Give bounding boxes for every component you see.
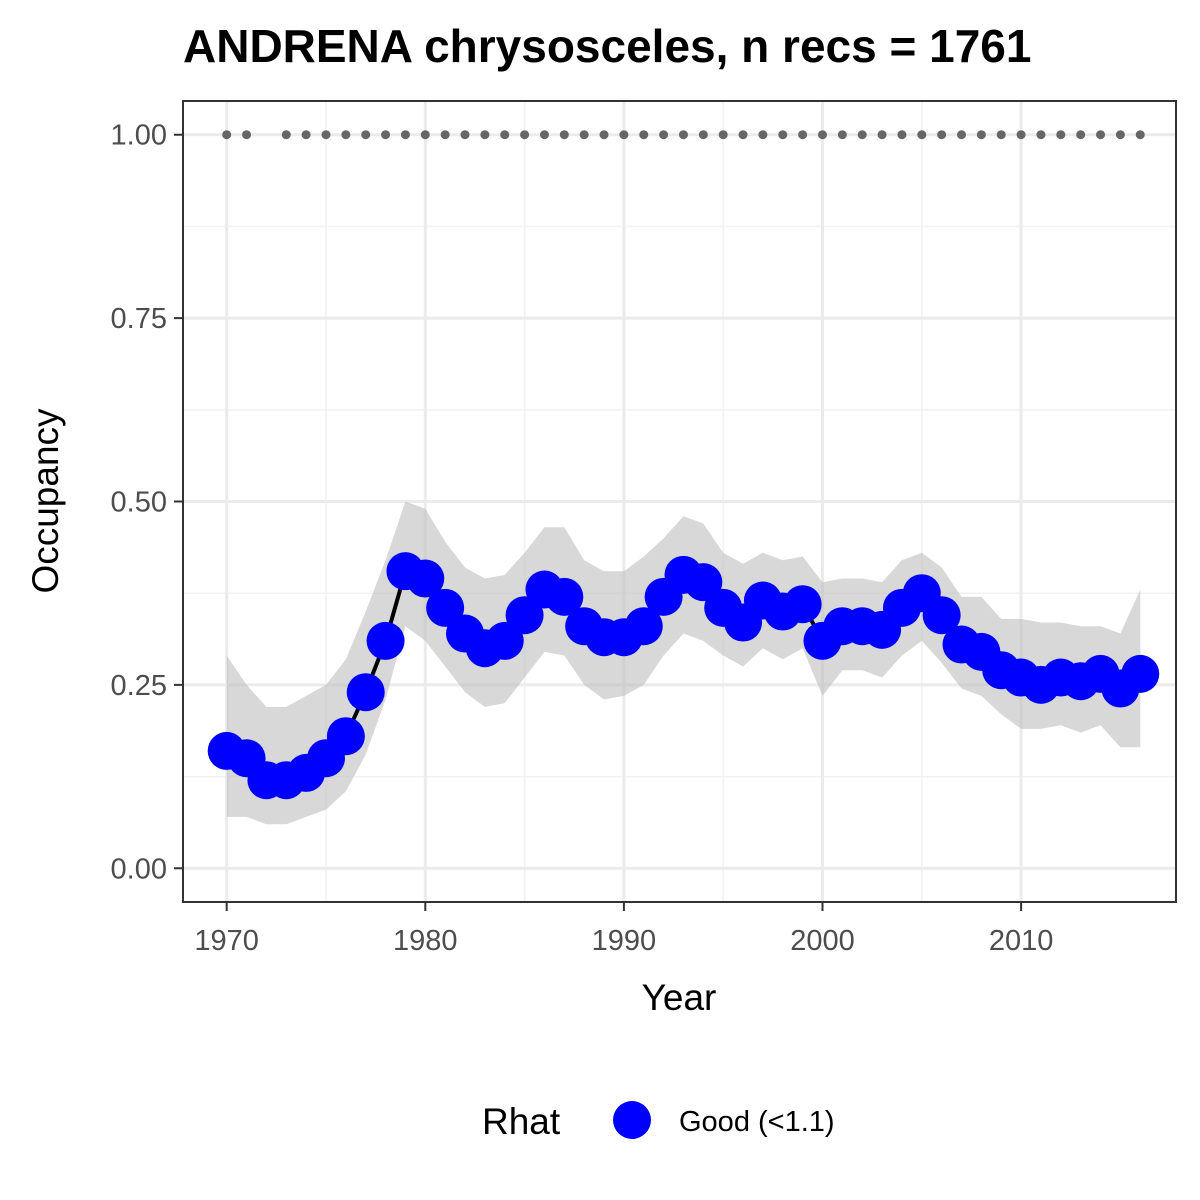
record-dot <box>242 130 252 140</box>
record-dot <box>460 130 470 140</box>
record-dot <box>559 130 569 140</box>
occupancy-point <box>406 559 445 598</box>
occupancy-point <box>426 588 465 627</box>
record-dot <box>996 130 1006 140</box>
record-dot <box>381 130 391 140</box>
record-dot <box>281 130 291 140</box>
legend: Rhat Good (<1.1) <box>482 1101 835 1142</box>
record-dot <box>698 130 708 140</box>
record-dot <box>222 130 232 140</box>
record-dot <box>857 130 867 140</box>
record-dot <box>957 130 967 140</box>
occupancy-point <box>783 585 822 624</box>
legend-label: Good (<1.1) <box>679 1106 835 1138</box>
y-tick-label: 0.25 <box>111 670 167 702</box>
record-dot <box>1135 130 1145 140</box>
occupancy-point <box>346 673 385 712</box>
occupancy-point <box>922 596 961 635</box>
record-dot <box>917 130 927 140</box>
occupancy-point <box>684 563 723 602</box>
record-dot <box>599 130 609 140</box>
record-dot <box>301 130 311 140</box>
occupancy-points-layer <box>207 552 1160 800</box>
y-tick-label: 0.00 <box>111 853 167 885</box>
occupancy-point <box>485 621 524 660</box>
x-axis-title: Year <box>642 977 717 1018</box>
record-dot <box>539 130 549 140</box>
y-tick-label: 0.75 <box>111 303 167 335</box>
record-dot <box>976 130 986 140</box>
record-dot <box>1076 130 1086 140</box>
record-dot <box>400 130 410 140</box>
record-dot <box>341 130 351 140</box>
legend-title: Rhat <box>482 1101 561 1142</box>
record-dot <box>897 130 907 140</box>
record-dot <box>420 130 430 140</box>
y-tick-label: 0.50 <box>111 487 167 519</box>
record-dot <box>778 130 788 140</box>
x-tick-label: 1970 <box>194 925 259 957</box>
x-tick-label: 1990 <box>592 925 657 957</box>
record-dot <box>659 130 669 140</box>
x-tick-label: 2000 <box>790 925 855 957</box>
record-dot <box>718 130 728 140</box>
occupancy-point <box>624 607 663 646</box>
occupancy-point <box>326 717 365 756</box>
record-dot <box>500 130 510 140</box>
record-dot <box>738 130 748 140</box>
y-axis-ticks: 0.00 0.25 0.50 0.75 1.00 <box>111 120 183 885</box>
record-dot <box>837 130 847 140</box>
record-dot <box>480 130 490 140</box>
record-dot <box>877 130 887 140</box>
record-dot <box>937 130 947 140</box>
occupancy-point <box>545 577 584 616</box>
record-dot <box>1096 130 1106 140</box>
record-dot <box>1056 130 1066 140</box>
record-dot <box>1115 130 1125 140</box>
record-dot <box>817 130 827 140</box>
x-axis-ticks: 1970 1980 1990 2000 2010 <box>194 902 1053 957</box>
record-dot <box>758 130 768 140</box>
record-dot <box>639 130 649 140</box>
occupancy-point <box>366 621 405 660</box>
record-dot <box>619 130 629 140</box>
record-dot <box>798 130 808 140</box>
record-dot <box>579 130 589 140</box>
occupancy-point <box>1121 654 1160 693</box>
record-dots-layer <box>222 130 1145 140</box>
record-dot <box>678 130 688 140</box>
chart-title: ANDRENA chrysosceles, n recs = 1761 <box>183 20 1032 72</box>
x-tick-label: 1980 <box>393 925 458 957</box>
y-tick-label: 1.00 <box>111 120 167 152</box>
record-dot <box>361 130 371 140</box>
record-dot <box>1016 130 1026 140</box>
record-dot <box>440 130 450 140</box>
record-dot <box>520 130 530 140</box>
record-dot <box>1036 130 1046 140</box>
x-tick-label: 2010 <box>989 925 1054 957</box>
legend-key-point <box>613 1101 651 1139</box>
record-dot <box>321 130 331 140</box>
y-axis-title: Occupancy <box>25 408 66 594</box>
occupancy-point <box>505 596 544 635</box>
